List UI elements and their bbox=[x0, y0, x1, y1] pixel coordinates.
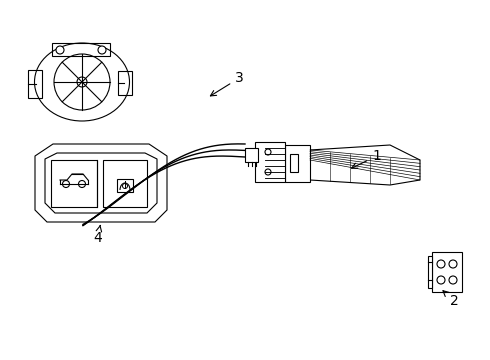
Text: 2: 2 bbox=[443, 291, 459, 308]
Circle shape bbox=[265, 149, 271, 155]
Polygon shape bbox=[310, 145, 420, 185]
Bar bbox=[103, 160, 147, 207]
Bar bbox=[290, 154, 298, 172]
Circle shape bbox=[437, 276, 445, 284]
Polygon shape bbox=[428, 256, 432, 288]
Polygon shape bbox=[45, 153, 157, 213]
Circle shape bbox=[437, 260, 445, 268]
Polygon shape bbox=[35, 144, 167, 222]
Bar bbox=[28, 70, 42, 98]
Circle shape bbox=[449, 260, 457, 268]
Circle shape bbox=[56, 46, 64, 54]
Circle shape bbox=[122, 184, 127, 189]
Bar bbox=[51, 160, 97, 207]
Circle shape bbox=[77, 77, 87, 87]
Polygon shape bbox=[432, 252, 462, 292]
Bar bbox=[52, 43, 110, 56]
Circle shape bbox=[78, 180, 85, 188]
Circle shape bbox=[63, 180, 70, 188]
Text: 1: 1 bbox=[352, 149, 381, 168]
Polygon shape bbox=[255, 142, 285, 182]
Polygon shape bbox=[285, 145, 310, 182]
Circle shape bbox=[54, 54, 110, 110]
Text: 3: 3 bbox=[210, 71, 244, 96]
Bar bbox=[117, 179, 133, 192]
Polygon shape bbox=[245, 148, 258, 162]
Bar bbox=[118, 71, 132, 95]
Circle shape bbox=[449, 276, 457, 284]
Circle shape bbox=[265, 169, 271, 175]
Text: 4: 4 bbox=[93, 225, 102, 245]
Circle shape bbox=[98, 46, 106, 54]
Ellipse shape bbox=[34, 43, 129, 121]
